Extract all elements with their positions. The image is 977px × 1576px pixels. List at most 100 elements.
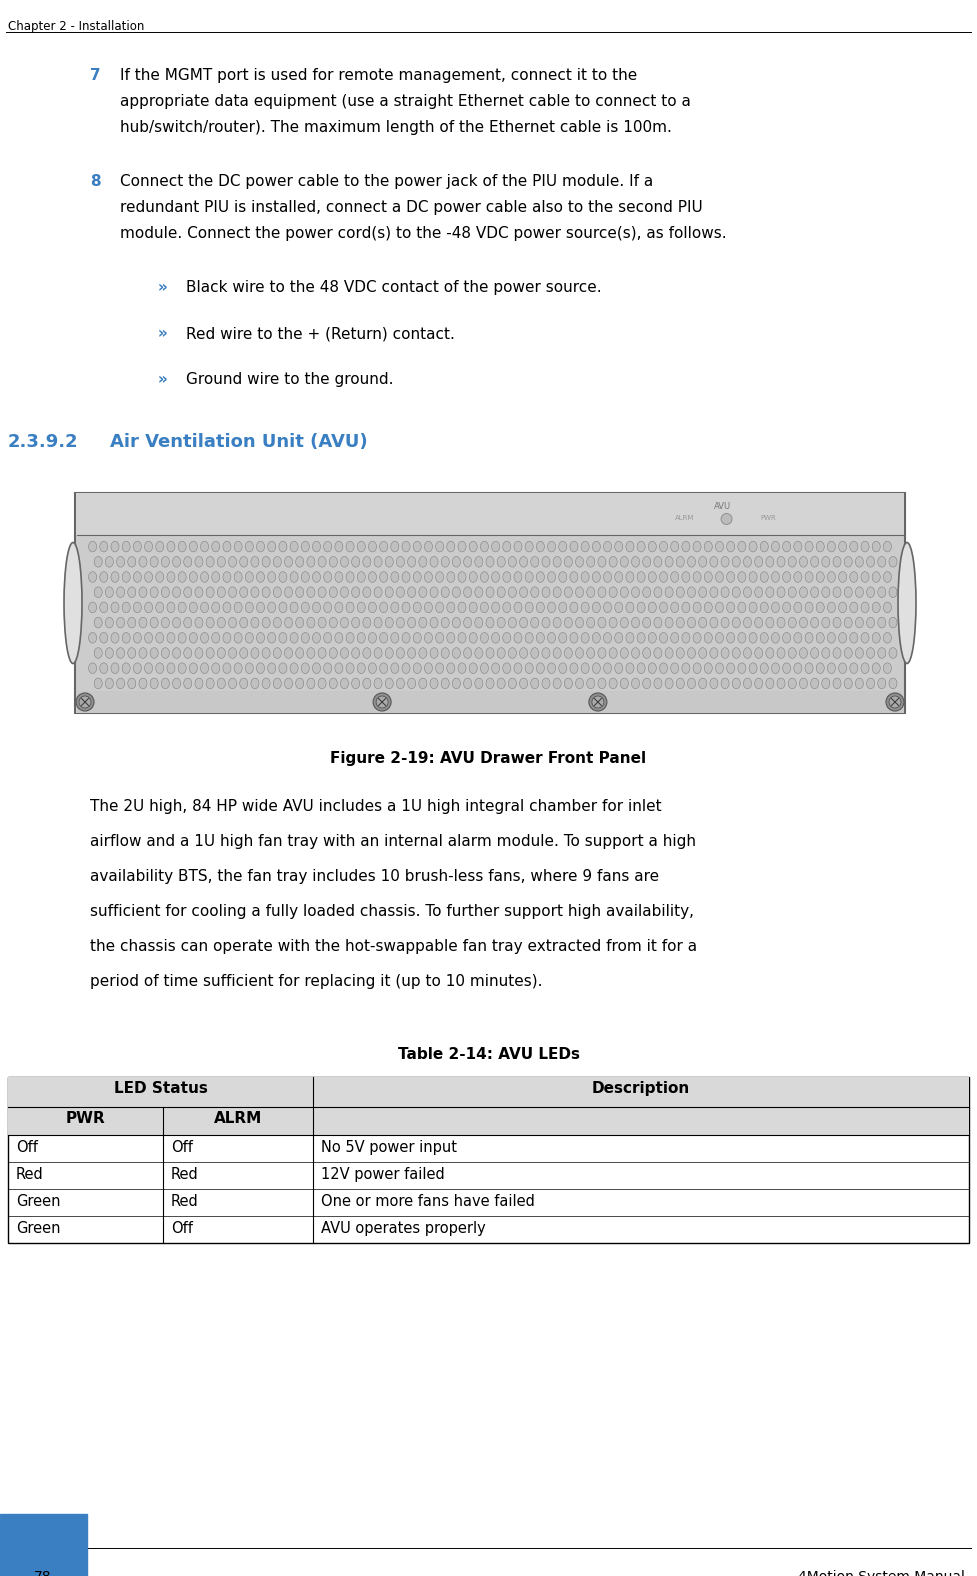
Ellipse shape [631, 648, 640, 659]
Ellipse shape [173, 648, 181, 659]
Ellipse shape [710, 678, 718, 689]
Ellipse shape [715, 602, 724, 613]
Ellipse shape [850, 602, 858, 613]
Ellipse shape [419, 618, 427, 627]
Ellipse shape [659, 663, 667, 673]
Ellipse shape [766, 586, 774, 597]
Ellipse shape [122, 632, 130, 643]
Text: No 5V power input: No 5V power input [321, 1139, 457, 1155]
Ellipse shape [592, 541, 601, 552]
Ellipse shape [133, 602, 142, 613]
Ellipse shape [772, 572, 780, 582]
Ellipse shape [699, 618, 706, 627]
Text: PWR: PWR [760, 515, 776, 522]
Ellipse shape [682, 632, 690, 643]
Ellipse shape [419, 678, 427, 689]
Ellipse shape [106, 586, 113, 597]
Ellipse shape [575, 556, 583, 567]
Ellipse shape [195, 618, 203, 627]
Ellipse shape [190, 663, 197, 673]
Ellipse shape [486, 678, 494, 689]
Ellipse shape [94, 648, 103, 659]
Ellipse shape [307, 586, 315, 597]
Text: 78: 78 [34, 1570, 52, 1576]
Ellipse shape [257, 632, 265, 643]
Ellipse shape [475, 648, 483, 659]
Text: 2.3.9.2: 2.3.9.2 [8, 433, 78, 451]
Ellipse shape [257, 572, 265, 582]
Ellipse shape [133, 632, 142, 643]
Ellipse shape [155, 632, 164, 643]
Ellipse shape [536, 541, 544, 552]
Ellipse shape [693, 632, 701, 643]
Ellipse shape [766, 678, 774, 689]
Ellipse shape [335, 663, 343, 673]
Ellipse shape [380, 632, 388, 643]
Ellipse shape [704, 663, 712, 673]
Ellipse shape [155, 572, 164, 582]
Ellipse shape [173, 678, 181, 689]
Ellipse shape [167, 572, 175, 582]
Ellipse shape [486, 556, 494, 567]
Ellipse shape [670, 632, 679, 643]
Ellipse shape [682, 602, 690, 613]
Ellipse shape [738, 602, 745, 613]
Ellipse shape [877, 678, 886, 689]
Ellipse shape [458, 632, 466, 643]
Ellipse shape [637, 602, 645, 613]
Ellipse shape [559, 632, 567, 643]
Ellipse shape [861, 541, 870, 552]
Ellipse shape [452, 556, 460, 567]
Ellipse shape [251, 586, 259, 597]
Ellipse shape [139, 648, 147, 659]
Ellipse shape [816, 541, 825, 552]
Ellipse shape [665, 618, 673, 627]
Ellipse shape [649, 663, 657, 673]
Ellipse shape [772, 663, 780, 673]
Ellipse shape [111, 541, 119, 552]
Ellipse shape [284, 648, 292, 659]
Ellipse shape [508, 586, 517, 597]
Ellipse shape [296, 678, 304, 689]
Ellipse shape [335, 572, 343, 582]
Ellipse shape [268, 572, 276, 582]
Ellipse shape [319, 648, 326, 659]
Ellipse shape [788, 586, 796, 597]
Ellipse shape [794, 602, 802, 613]
Ellipse shape [313, 632, 320, 643]
Ellipse shape [290, 572, 298, 582]
Ellipse shape [626, 663, 634, 673]
Ellipse shape [626, 602, 634, 613]
Ellipse shape [514, 541, 522, 552]
Bar [8, 1106, 969, 1135]
Text: One or more fans have failed: One or more fans have failed [321, 1195, 534, 1209]
Ellipse shape [358, 663, 365, 673]
Ellipse shape [290, 602, 298, 613]
Ellipse shape [856, 678, 864, 689]
Ellipse shape [128, 618, 136, 627]
Text: AVU: AVU [714, 503, 731, 511]
Ellipse shape [850, 541, 858, 552]
Text: Black wire to the 48 VDC contact of the power source.: Black wire to the 48 VDC contact of the … [186, 281, 602, 295]
Ellipse shape [307, 618, 315, 627]
Text: Green: Green [16, 1221, 61, 1236]
Ellipse shape [424, 541, 433, 552]
Ellipse shape [452, 618, 460, 627]
Ellipse shape [116, 678, 125, 689]
Ellipse shape [861, 602, 870, 613]
Ellipse shape [397, 618, 404, 627]
Ellipse shape [469, 541, 477, 552]
Ellipse shape [161, 618, 169, 627]
Ellipse shape [844, 618, 852, 627]
Ellipse shape [526, 572, 533, 582]
Ellipse shape [615, 632, 622, 643]
Ellipse shape [777, 678, 786, 689]
Text: Connect the DC power cable to the power jack of the PIU module. If a: Connect the DC power cable to the power … [120, 173, 654, 189]
Ellipse shape [161, 648, 169, 659]
Ellipse shape [481, 572, 488, 582]
Ellipse shape [122, 572, 130, 582]
Ellipse shape [542, 678, 550, 689]
Ellipse shape [346, 663, 354, 673]
Ellipse shape [139, 556, 147, 567]
Ellipse shape [738, 541, 745, 552]
